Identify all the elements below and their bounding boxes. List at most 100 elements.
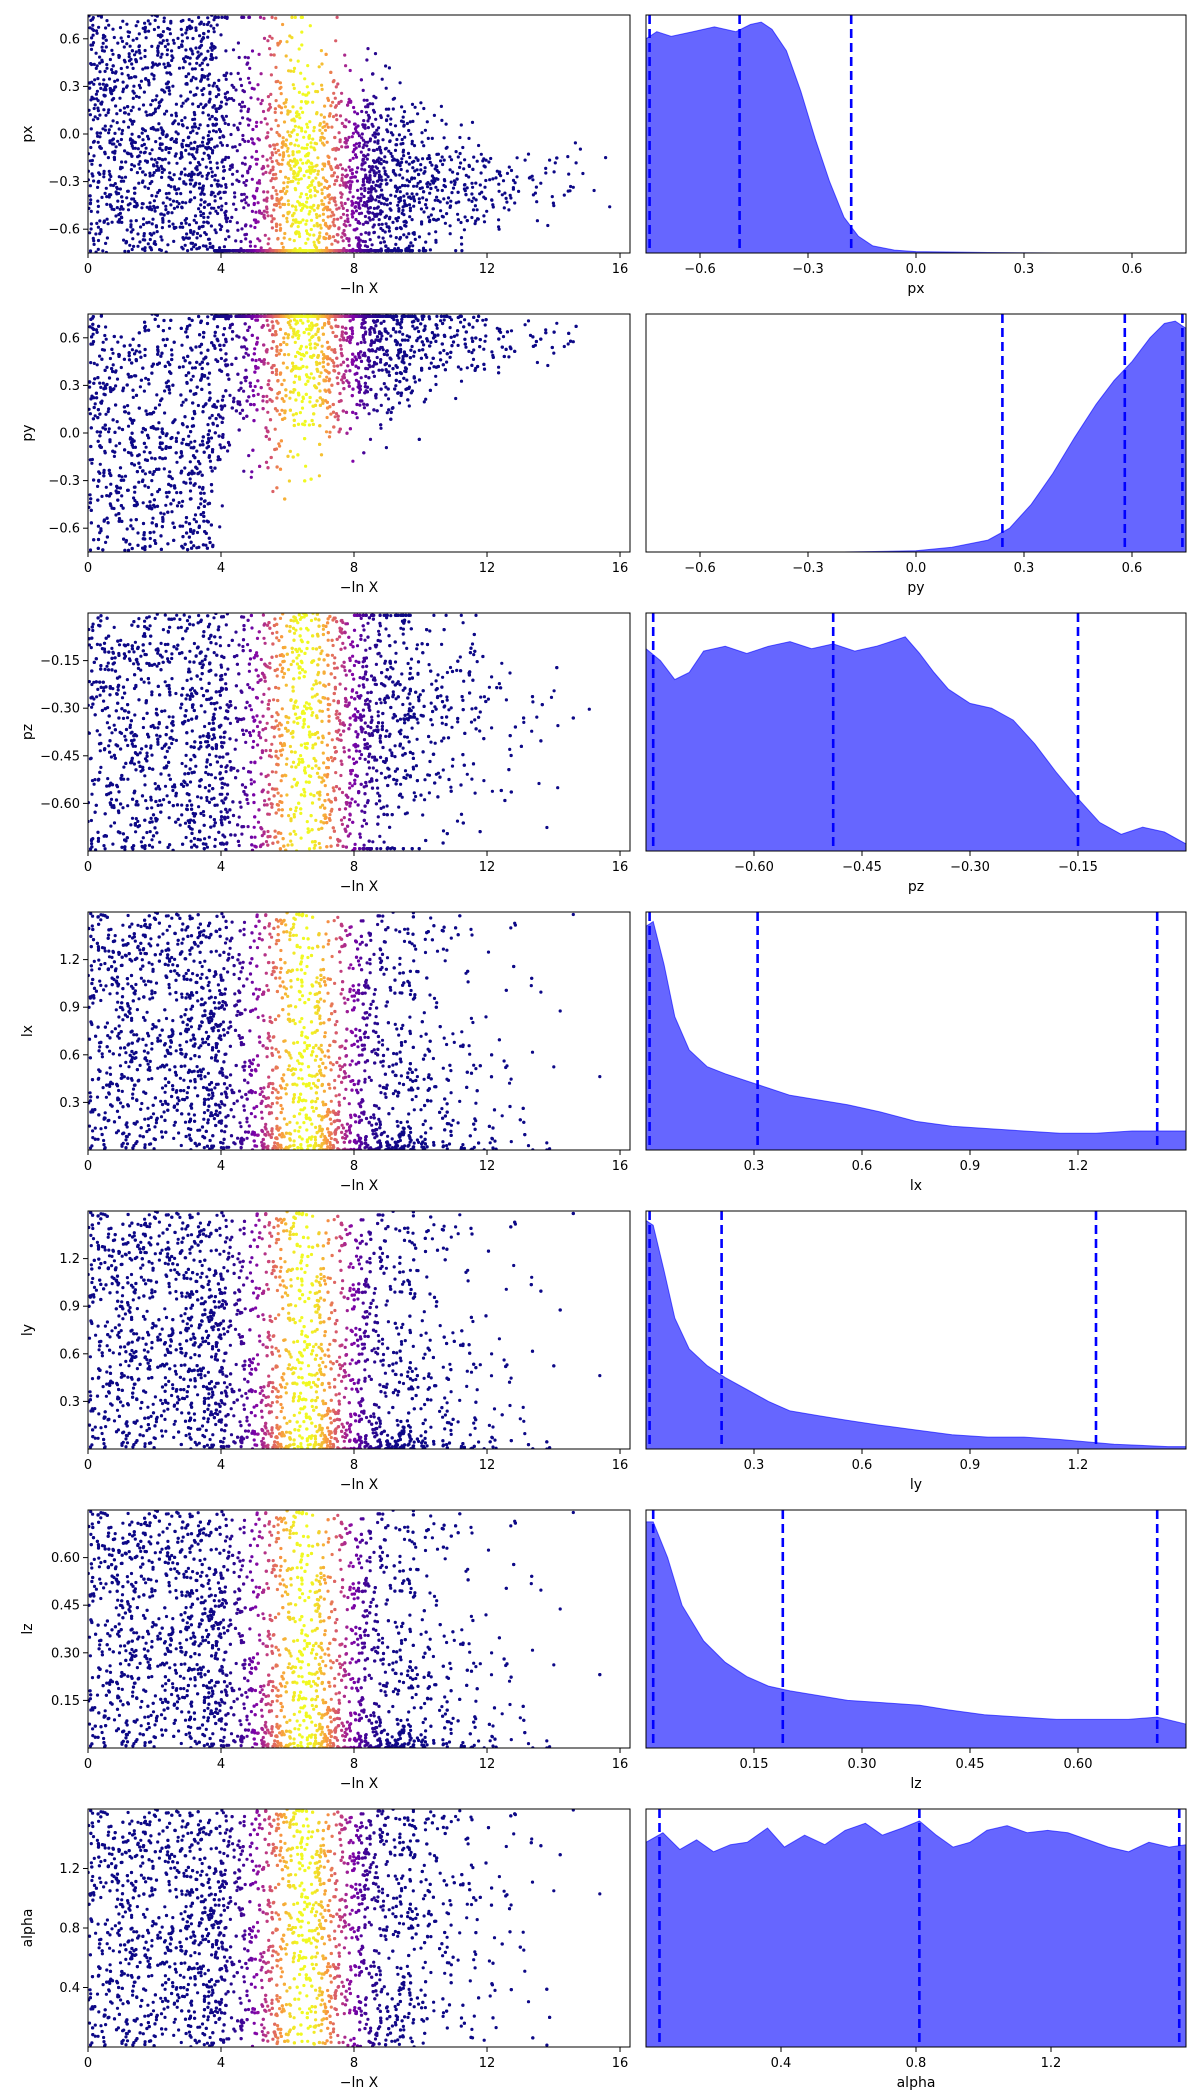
scatter-point	[130, 247, 134, 252]
scatter-point	[150, 72, 154, 76]
scatter-point	[298, 195, 302, 199]
scatter-point	[383, 147, 387, 151]
scatter-point	[552, 170, 556, 174]
scatter-point	[150, 180, 154, 184]
scatter-point	[161, 220, 165, 224]
scatter-point	[194, 77, 198, 81]
scatter-point	[278, 105, 282, 109]
scatter-point	[334, 249, 339, 253]
scatter-point	[240, 227, 244, 231]
scatter-point	[354, 125, 358, 130]
scatter-point	[305, 169, 309, 174]
scatter-point	[278, 223, 282, 227]
scatter-point	[206, 134, 210, 138]
scatter-point	[320, 167, 325, 171]
scatter-point	[281, 214, 285, 218]
scatter-point	[312, 129, 316, 133]
scatter-point	[278, 86, 282, 91]
scatter-point	[120, 176, 124, 180]
scatter-point	[131, 105, 135, 109]
scatter-point	[240, 199, 244, 203]
scatter-point	[138, 160, 142, 164]
scatter-point	[98, 145, 102, 149]
scatter-point	[420, 220, 424, 224]
scatter-point	[376, 139, 380, 143]
scatter-point	[285, 220, 289, 224]
scatter-point	[246, 171, 250, 175]
scatter-point	[377, 223, 381, 227]
scatter-point	[297, 221, 301, 225]
scatter-point	[395, 226, 399, 230]
scatter-point	[128, 118, 132, 122]
scatter-point	[213, 173, 217, 177]
scatter-point	[132, 164, 136, 168]
scatter-point	[305, 85, 309, 89]
scatter-point	[155, 168, 159, 172]
scatter-point	[381, 138, 385, 142]
scatter-point	[174, 152, 178, 156]
scatter-point	[100, 45, 104, 49]
scatter-point	[134, 50, 138, 54]
scatter-point	[374, 249, 378, 253]
scatter-point	[187, 152, 191, 156]
scatter-point	[135, 171, 139, 175]
scatter-point	[389, 334, 393, 338]
scatter-point	[137, 135, 141, 139]
scatter-point	[417, 197, 421, 201]
scatter-point	[98, 113, 102, 117]
scatter-point	[456, 172, 460, 176]
scatter-point	[199, 512, 203, 517]
scatter-point	[159, 248, 163, 252]
scatter-point	[163, 157, 167, 161]
scatter-point	[240, 174, 245, 178]
scatter-point	[335, 233, 339, 237]
scatter-point	[534, 185, 539, 189]
scatter-point	[210, 190, 214, 194]
scatter-point	[354, 209, 358, 213]
scatter-point	[122, 179, 126, 183]
scatter-point	[175, 205, 180, 209]
scatter-point	[335, 15, 339, 19]
scatter-point	[226, 449, 230, 453]
scatter-point	[347, 120, 351, 124]
scatter-point	[312, 208, 316, 212]
scatter-point	[148, 171, 152, 175]
scatter-point	[169, 203, 173, 207]
scatter-point	[551, 201, 556, 205]
scatter-point	[166, 243, 170, 247]
scatter-point	[548, 158, 552, 162]
scatter-point	[448, 232, 452, 236]
scatter-point	[429, 186, 433, 191]
scatter-point	[299, 106, 303, 110]
scatter-point	[151, 125, 155, 130]
scatter-point	[555, 156, 559, 160]
scatter-point	[180, 39, 184, 43]
scatter-point	[197, 126, 201, 130]
scatter-point	[391, 107, 395, 111]
scatter-point	[180, 205, 184, 209]
scatter-point	[481, 318, 485, 322]
scatter-point	[236, 228, 240, 232]
scatter-point	[162, 19, 166, 24]
scatter-point	[463, 189, 467, 193]
scatter-points	[88, 15, 612, 253]
scatter-point	[317, 249, 321, 253]
scatter-point	[250, 177, 254, 181]
scatter-point	[119, 365, 123, 370]
scatter-point	[239, 239, 243, 244]
scatter-point	[348, 326, 353, 331]
scatter-point	[353, 175, 357, 179]
scatter-point	[397, 207, 401, 211]
scatter-point	[267, 107, 271, 111]
scatter-point	[209, 193, 213, 197]
scatter-point	[368, 139, 372, 143]
scatter-point	[92, 361, 96, 365]
scatter-point	[333, 157, 337, 161]
scatter-point	[341, 206, 345, 210]
scatter-point	[309, 145, 313, 149]
scatter-point	[424, 203, 428, 207]
scatter-point	[228, 167, 232, 171]
scatter-point	[225, 16, 229, 20]
scatter-point	[370, 165, 375, 169]
scatter-point	[312, 224, 316, 228]
